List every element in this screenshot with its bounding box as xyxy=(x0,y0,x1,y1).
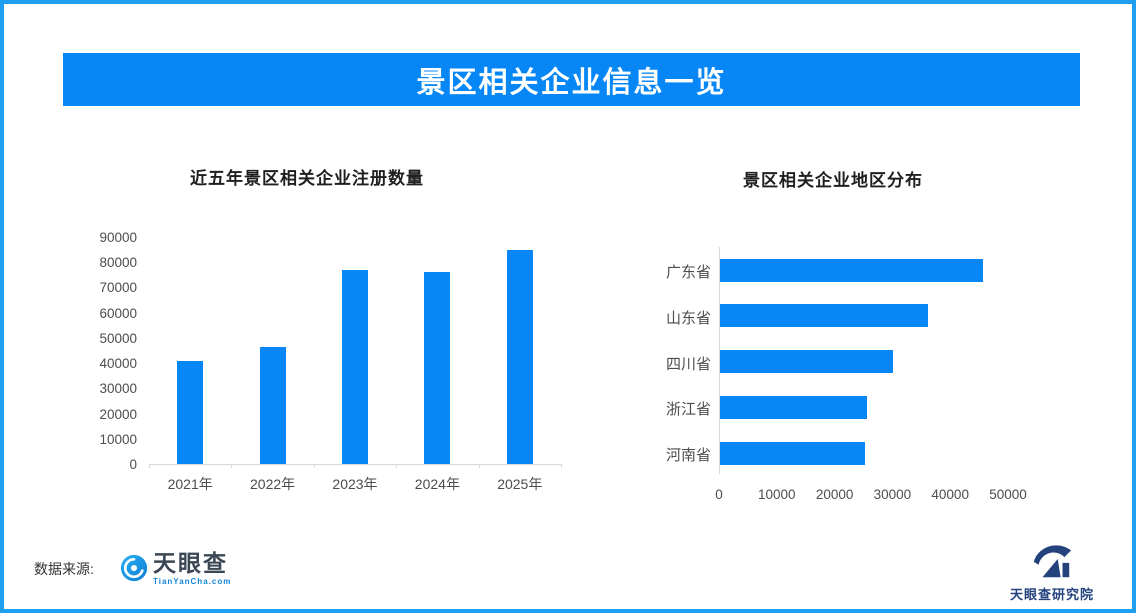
x-axis-category-label: 2025年 xyxy=(497,476,543,492)
y-axis-tick-label: 30000 xyxy=(99,381,137,397)
x-axis-category-label: 2024年 xyxy=(414,476,460,492)
tianyancha-domain: TianYanCha.com xyxy=(153,577,232,586)
h-bar-四川省 xyxy=(720,350,894,374)
v-axis-line xyxy=(719,247,720,474)
bar-2021年 xyxy=(177,360,204,464)
category-label: 四川省 xyxy=(665,355,711,373)
h-bar-浙江省 xyxy=(720,395,868,419)
banner: 景区相关企业信息一览 xyxy=(63,53,1080,106)
h-bar-广东省 xyxy=(720,258,983,282)
category-label: 广东省 xyxy=(665,264,711,281)
x-axis-category-label: 2023年 xyxy=(332,476,378,492)
x-axis-value-label: 0 xyxy=(715,487,723,502)
y-axis-tick-label: 0 xyxy=(129,457,137,472)
category-label: 浙江省 xyxy=(665,401,711,419)
data-source-label: 数据来源: xyxy=(34,561,94,577)
x-axis-value-label: 30000 xyxy=(873,487,912,502)
x-axis-value-label: 10000 xyxy=(758,487,796,502)
category-label: 河南省 xyxy=(665,447,711,465)
x-axis-tick xyxy=(561,464,562,468)
x-axis-category-label: 2022年 xyxy=(250,476,296,492)
regions-chart-title: 景区相关企业地区分布 xyxy=(743,171,923,190)
research-institute-icon xyxy=(1033,545,1072,578)
x-axis-tick xyxy=(149,464,150,468)
bar-2025年 xyxy=(506,249,533,464)
y-axis-tick-label: 10000 xyxy=(99,431,137,447)
h-bar-山东省 xyxy=(720,304,929,328)
y-axis-tick-label: 40000 xyxy=(99,356,137,372)
y-axis-tick-label: 70000 xyxy=(99,280,137,296)
x-axis-tick xyxy=(478,464,480,468)
x-axis-value-label: 20000 xyxy=(815,487,854,502)
tianyancha-logo-icon xyxy=(120,554,148,582)
tianyancha-wordmark: 天眼查 xyxy=(153,550,228,576)
x-axis-value-label: 50000 xyxy=(989,487,1027,502)
x-axis-value-label: 40000 xyxy=(931,487,969,502)
x-axis-tick xyxy=(313,464,315,468)
x-axis-line xyxy=(149,464,561,465)
research-institute-logo: 天眼查研究院 xyxy=(1002,538,1102,603)
y-axis-tick-label: 80000 xyxy=(99,255,137,271)
x-axis-tick xyxy=(231,464,233,468)
bar-2022年 xyxy=(259,346,286,464)
y-axis-tick-label: 60000 xyxy=(99,305,137,321)
x-axis-tick xyxy=(396,464,398,468)
category-label: 山东省 xyxy=(665,309,711,327)
x-axis-category-label: 2021年 xyxy=(167,476,213,492)
banner-title: 景区相关企业信息一览 xyxy=(416,66,727,99)
y-axis-tick-label: 50000 xyxy=(99,330,137,346)
tianyancha-logo: 天眼查 TianYanCha.com xyxy=(120,552,231,586)
registrations-chart-title: 近五年景区相关企业注册数量 xyxy=(190,169,424,188)
y-axis-tick-label: 90000 xyxy=(99,230,137,245)
bar-2024年 xyxy=(424,272,451,464)
research-institute-name: 天眼查研究院 xyxy=(1009,587,1094,602)
y-axis-tick-label: 20000 xyxy=(99,406,137,422)
h-bar-河南省 xyxy=(720,441,865,465)
bar-2023年 xyxy=(342,269,368,464)
